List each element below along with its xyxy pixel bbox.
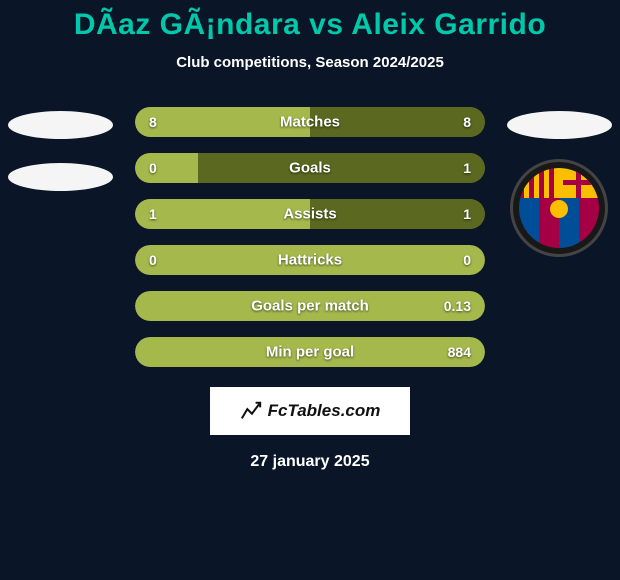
barcelona-badge-icon	[510, 159, 608, 257]
barcelona-badge-cross-bg	[559, 168, 599, 198]
stat-value-left: 1	[149, 206, 157, 222]
player-left-avatar-placeholder	[8, 111, 113, 139]
stat-row: Min per goal 884	[135, 337, 485, 367]
stat-row: Goals 0 1	[135, 153, 485, 183]
barcelona-badge-ball	[550, 200, 568, 218]
date-label: 27 january 2025	[250, 453, 369, 471]
stat-value-left: 8	[149, 114, 157, 130]
stat-value-right: 8	[463, 114, 471, 130]
stat-label: Min per goal	[266, 344, 354, 361]
bar-fill-left	[135, 153, 198, 183]
stat-row: Hattricks 0 0	[135, 245, 485, 275]
stat-value-right: 1	[463, 160, 471, 176]
bar-fill-right	[198, 153, 485, 183]
stat-label: Assists	[283, 206, 336, 223]
barcelona-badge-top	[519, 168, 599, 198]
barcelona-badge-inner	[519, 168, 599, 248]
comparison-bars: Matches88Goals01Assists11Hattricks00Goal…	[135, 107, 485, 383]
player-left-avatar-group	[8, 111, 113, 215]
barcelona-badge-stripes	[519, 168, 559, 198]
stat-value-right: 884	[448, 344, 471, 360]
stat-label: Goals	[289, 160, 331, 177]
subtitle: Club competitions, Season 2024/2025	[176, 54, 444, 71]
player-right-avatar-group	[507, 111, 612, 163]
player-right-avatar-placeholder	[507, 111, 612, 139]
player-left-club-placeholder	[8, 163, 113, 191]
stat-row: Matches 8 8	[135, 107, 485, 137]
comparison-card: DÃ­az GÃ¡ndara vs Aleix Garrido Club com…	[0, 0, 620, 580]
stat-label: Matches	[280, 114, 340, 131]
page-title: DÃ­az GÃ¡ndara vs Aleix Garrido	[74, 8, 546, 42]
stat-row: Assists 1 1	[135, 199, 485, 229]
stat-value-right: 0	[463, 252, 471, 268]
watermark: FcTables.com	[210, 387, 410, 435]
stat-label: Goals per match	[251, 298, 369, 315]
watermark-text: FcTables.com	[268, 401, 381, 421]
barcelona-cross-h	[563, 180, 591, 185]
stat-value-right: 0.13	[444, 298, 471, 314]
fctables-logo-icon	[240, 400, 262, 422]
stat-value-right: 1	[463, 206, 471, 222]
stat-value-left: 0	[149, 160, 157, 176]
stat-value-left: 0	[149, 252, 157, 268]
stat-label: Hattricks	[278, 252, 342, 269]
stats-area: Matches88Goals01Assists11Hattricks00Goal…	[0, 99, 620, 379]
stat-row: Goals per match 0.13	[135, 291, 485, 321]
